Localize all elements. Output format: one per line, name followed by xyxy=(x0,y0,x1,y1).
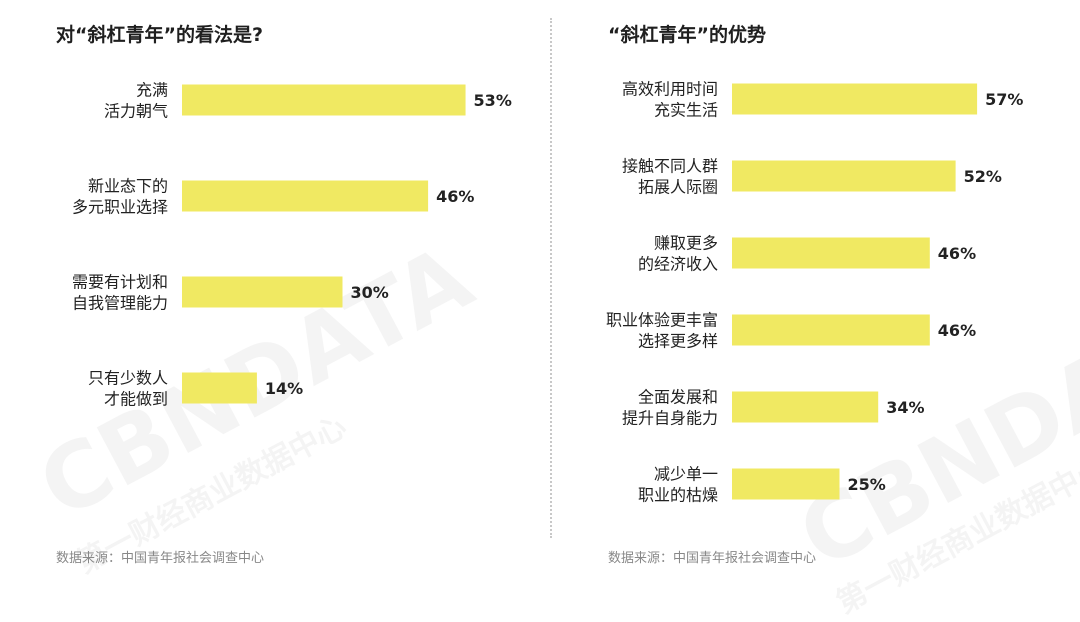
right-category-label-4-line-1: 提升自身能力 xyxy=(622,409,718,428)
left-value-label-1: 46% xyxy=(436,187,474,206)
right-category-label-3-line-0: 职业体验更丰富 xyxy=(606,311,718,330)
right-value-label-4: 34% xyxy=(886,398,924,417)
right-bar-5 xyxy=(732,468,840,500)
left-category-label-3-line-1: 才能做到 xyxy=(104,390,168,409)
left-value-label-3: 14% xyxy=(265,379,303,398)
left-bar-0 xyxy=(182,84,466,116)
left-chart-title: 对“斜杠青年”的看法是? xyxy=(56,24,263,46)
right-value-label-0: 57% xyxy=(985,90,1023,109)
left-category-label-1-line-0: 新业态下的 xyxy=(88,177,168,196)
left-category-label-1-line-1: 多元职业选择 xyxy=(72,198,168,217)
right-chart-panel: “斜杠青年”的优势 高效利用时间充实生活 57% 接触不同人群拓展人际圈 52% 赚取更… xyxy=(552,0,1080,580)
right-chart-title: “斜杠青年”的优势 xyxy=(608,24,766,46)
left-chart-panel: 对“斜杠青年”的看法是? 充满活力朝气 53% 新业态下的多元职业选择 46% 需要有计… xyxy=(0,0,540,580)
right-value-label-2: 46% xyxy=(938,244,976,263)
right-category-label-2-line-0: 赚取更多 xyxy=(654,234,718,253)
left-chart-source: 数据来源：中国青年报社会调查中心 xyxy=(56,551,265,566)
left-value-label-2: 30% xyxy=(351,283,389,302)
right-category-label-1-line-0: 接触不同人群 xyxy=(622,157,718,176)
left-value-label-0: 53% xyxy=(474,91,512,110)
right-category-label-4-line-0: 全面发展和 xyxy=(638,388,718,407)
left-category-label-3-line-0: 只有少数人 xyxy=(88,369,168,388)
right-value-label-5: 25% xyxy=(848,475,886,494)
right-bar-3 xyxy=(732,314,930,346)
right-category-label-0-line-0: 高效利用时间 xyxy=(622,80,718,99)
left-bar-2 xyxy=(182,276,343,308)
right-bar-4 xyxy=(732,391,879,423)
right-category-label-3-line-1: 选择更多样 xyxy=(638,332,718,351)
right-bar-0 xyxy=(732,83,978,115)
right-chart-source: 数据来源：中国青年报社会调查中心 xyxy=(608,551,817,566)
left-category-label-2-line-0: 需要有计划和 xyxy=(72,273,168,292)
right-value-label-1: 52% xyxy=(964,167,1002,186)
right-category-label-2-line-1: 的经济收入 xyxy=(638,255,718,274)
right-category-label-0-line-1: 充实生活 xyxy=(654,101,718,120)
right-category-label-1-line-1: 拓展人际圈 xyxy=(638,178,718,197)
right-category-label-5-line-1: 职业的枯燥 xyxy=(638,486,718,505)
panel-divider xyxy=(550,18,552,538)
right-value-label-3: 46% xyxy=(938,321,976,340)
left-category-label-0-line-0: 充满 xyxy=(136,81,168,100)
left-bar-3 xyxy=(182,372,257,404)
right-category-label-5-line-0: 减少单一 xyxy=(654,465,718,484)
right-bar-1 xyxy=(732,160,956,192)
left-category-label-2-line-1: 自我管理能力 xyxy=(72,294,168,313)
right-bar-2 xyxy=(732,237,930,269)
left-category-label-0-line-1: 活力朝气 xyxy=(104,102,168,121)
left-bar-1 xyxy=(182,180,429,212)
